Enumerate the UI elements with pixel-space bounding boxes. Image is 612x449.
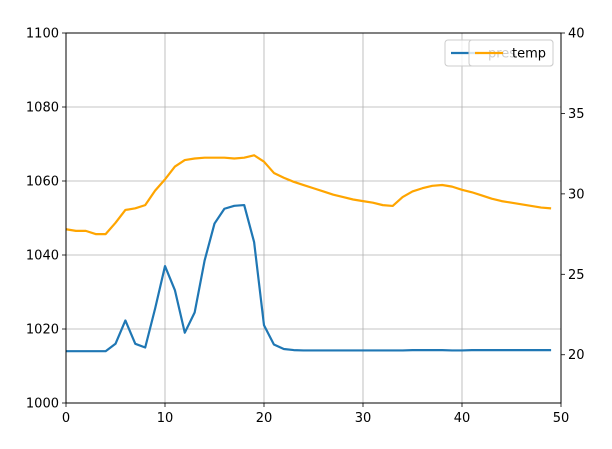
series-line-temp — [65, 154, 552, 236]
y-left-tick-label-2: 1040 — [26, 249, 59, 264]
y-left-tick-label-0: 1000 — [26, 397, 59, 412]
x-tick-label-0: 0 — [62, 411, 70, 426]
y-axis-left: 1000 1020 1040 1060 1080 1100 — [26, 27, 66, 412]
y-right-tick-label-2: 30 — [568, 187, 585, 202]
x-axis: 0 10 20 30 40 50 — [62, 403, 569, 426]
x-tick-label-3: 30 — [355, 411, 372, 426]
y-right-tick-label-1: 25 — [568, 268, 585, 283]
x-tick-label-2: 20 — [256, 411, 273, 426]
series-layer — [65, 154, 552, 353]
y-right-tick-label-3: 35 — [568, 107, 585, 122]
x-tick-label-5: 50 — [553, 411, 570, 426]
legend-layer: prestemp — [444, 39, 554, 67]
series-line-pres — [66, 203, 552, 353]
y-right-tick-label-4: 40 — [568, 27, 585, 42]
plot-frame — [65, 32, 562, 404]
legend-box-temp — [468, 39, 554, 67]
x-tick-label-4: 40 — [454, 411, 471, 426]
y-left-tick-label-5: 1100 — [26, 27, 59, 42]
y-left-tick-label-3: 1060 — [26, 175, 59, 190]
y-right-tick-label-0: 20 — [568, 348, 585, 363]
x-tick-label-1: 10 — [157, 411, 174, 426]
legend-label-temp: temp — [512, 47, 546, 62]
y-left-tick-label-1: 1020 — [26, 323, 59, 338]
y-left-tick-label-4: 1080 — [26, 101, 59, 116]
grid — [65, 32, 562, 404]
y-axis-right: 20 25 30 35 40 — [561, 27, 585, 363]
